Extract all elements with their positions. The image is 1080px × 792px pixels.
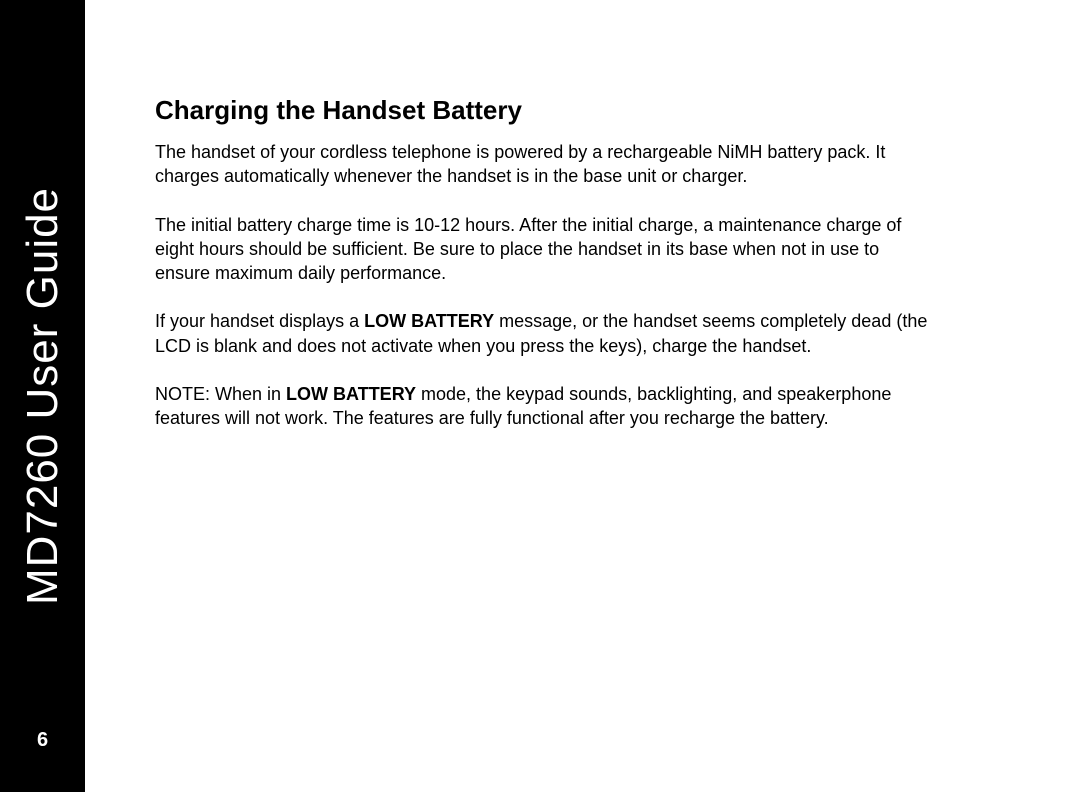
paragraph-2: The initial battery charge time is 10-12… [155, 213, 935, 286]
text: The initial battery charge time is 10-12… [155, 215, 901, 284]
low-battery-bold: LOW BATTERY [286, 384, 416, 404]
text: If your handset displays a [155, 311, 364, 331]
text: NOTE: When in [155, 384, 286, 404]
paragraph-3: If your handset displays a LOW BATTERY m… [155, 309, 935, 358]
text: The handset of your cordless telephone i… [155, 142, 885, 186]
paragraph-1: The handset of your cordless telephone i… [155, 140, 935, 189]
section-heading: Charging the Handset Battery [155, 95, 935, 126]
low-battery-bold: LOW BATTERY [364, 311, 494, 331]
sidebar: MD7260 User Guide 6 [0, 0, 85, 792]
page-content: Charging the Handset Battery The handset… [155, 95, 935, 455]
page-number: 6 [0, 729, 85, 752]
paragraph-4: NOTE: When in LOW BATTERY mode, the keyp… [155, 382, 935, 431]
document-title: MD7260 User Guide [18, 187, 68, 605]
